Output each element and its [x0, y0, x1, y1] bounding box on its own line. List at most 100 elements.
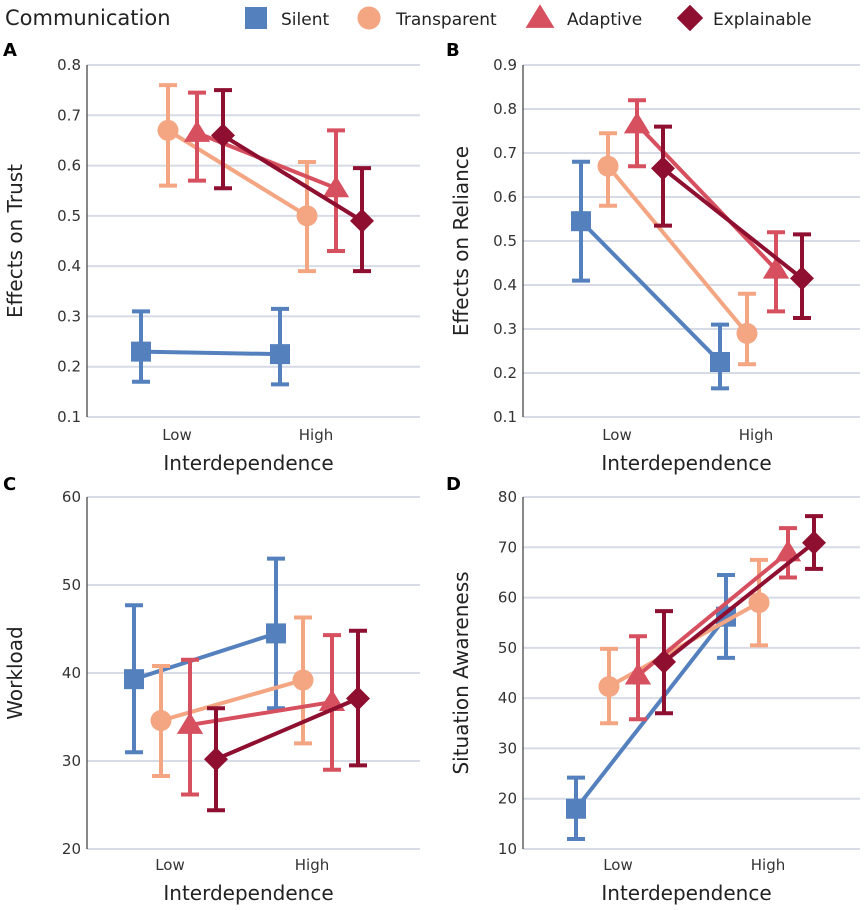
- legend-title: Communication: [5, 6, 171, 30]
- data-point-explainable-low: [651, 156, 675, 181]
- y-tick-label: 0.8: [57, 56, 81, 74]
- y-tick-label: 20: [62, 840, 81, 858]
- data-point-adaptive-low: [623, 111, 651, 134]
- x-tick-label-high: High: [751, 856, 785, 874]
- series-line-adaptive: [189, 700, 333, 727]
- series-line-transparent: [166, 128, 309, 218]
- y-tick-label: 70: [498, 538, 517, 556]
- series-line-silent: [133, 631, 277, 682]
- legend-item-transparent: Transparent: [357, 6, 497, 30]
- y-tick-label: 0.3: [493, 320, 517, 338]
- panel-letter: D: [446, 474, 461, 495]
- data-point-transparent-low: [598, 676, 620, 698]
- y-tick-label: 0.6: [57, 157, 81, 175]
- series-line-silent: [579, 219, 722, 364]
- series-transparent: [157, 83, 318, 274]
- data-point-adaptive-high: [762, 257, 790, 279]
- data-point-silent-low: [124, 669, 144, 690]
- y-tick-label: 40: [62, 664, 81, 682]
- series-line-silent: [574, 615, 728, 811]
- data-point-silent-low: [566, 798, 586, 819]
- series-explainable: [652, 514, 826, 716]
- y-tick-label: 20: [498, 790, 517, 808]
- series-adaptive: [623, 98, 790, 314]
- series-transparent: [150, 615, 314, 778]
- y-tick-label: 0.4: [493, 276, 517, 294]
- y-tick-label: 0.2: [57, 358, 81, 376]
- data-point-explainable-low: [204, 747, 228, 772]
- x-axis-title: Interdependence: [163, 881, 333, 905]
- y-axis-title: Effects on Trust: [3, 164, 27, 318]
- series-adaptive: [183, 90, 350, 254]
- series-line-explainable: [215, 696, 359, 762]
- panel-letter: A: [3, 40, 17, 61]
- y-tick-label: 0.1: [57, 408, 81, 426]
- y-tick-label: 30: [498, 739, 517, 757]
- series-silent: [124, 556, 286, 755]
- y-axis-title: Workload: [3, 626, 27, 719]
- x-axis-title: Interdependence: [163, 451, 333, 475]
- data-point-transparent-high: [292, 669, 314, 691]
- y-tick-label: 0.2: [493, 364, 517, 382]
- legend-item-silent: Silent: [245, 7, 329, 30]
- data-point-adaptive-low: [624, 663, 652, 685]
- y-tick-label: 10: [498, 840, 517, 858]
- legend-marker-silent: [245, 7, 267, 29]
- y-tick-label: 40: [498, 689, 517, 707]
- x-tick-label-low: Low: [602, 426, 632, 444]
- data-point-explainable-low: [211, 123, 235, 148]
- y-tick-label: 0.6: [493, 188, 517, 206]
- panel-a: 0.1 0.2 0.3 0.4 0.5 0.6 0.7 0.8 Low High Interdepe…: [3, 40, 420, 475]
- data-point-transparent-low: [150, 710, 172, 732]
- legend-label-silent: Silent: [281, 10, 329, 30]
- x-tick-label-low: Low: [603, 856, 633, 874]
- y-tick-label: 0.7: [57, 106, 81, 124]
- series-adaptive: [176, 633, 346, 797]
- legend-label-adaptive: Adaptive: [567, 10, 642, 30]
- series-explainable: [204, 628, 370, 813]
- series-line-explainable: [221, 133, 364, 223]
- y-axis-title: Situation Awareness: [449, 571, 473, 774]
- x-tick-label-low: Low: [162, 426, 192, 444]
- data-point-explainable-high: [802, 530, 826, 555]
- data-point-transparent-high: [296, 205, 318, 227]
- data-point-silent-high: [270, 344, 290, 365]
- legend: Communication Silent Transparent Adaptive E…: [5, 4, 812, 32]
- y-tick-label: 0.9: [493, 56, 517, 74]
- data-point-adaptive-low: [176, 712, 204, 734]
- series-line-adaptive: [635, 123, 778, 271]
- data-point-explainable-high: [350, 208, 374, 233]
- y-tick-label: 50: [498, 639, 517, 657]
- y-tick-label: 0.3: [57, 307, 81, 325]
- x-tick-label-high: High: [299, 426, 333, 444]
- panel-letter: C: [3, 474, 16, 495]
- x-axis-title: Interdependence: [601, 451, 771, 475]
- data-point-adaptive-low: [183, 120, 211, 142]
- data-point-transparent-high: [736, 322, 758, 344]
- data-point-silent-high: [710, 352, 730, 372]
- data-point-explainable-high: [790, 266, 814, 291]
- legend-item-explainable: Explainable: [676, 4, 812, 32]
- x-tick-label-high: High: [295, 856, 329, 874]
- legend-label-transparent: Transparent: [395, 10, 497, 30]
- legend-marker-transparent: [357, 6, 381, 30]
- legend-label-explainable: Explainable: [713, 10, 812, 30]
- y-tick-label: 60: [62, 488, 81, 506]
- y-tick-label: 80: [498, 488, 517, 506]
- y-tick-label: 60: [498, 589, 517, 607]
- y-tick-label: 0.8: [493, 100, 517, 118]
- series-transparent: [597, 131, 758, 367]
- y-tick-label: 0.1: [493, 408, 517, 426]
- y-tick-label: 30: [62, 752, 81, 770]
- y-tick-label: 0.5: [57, 207, 81, 225]
- legend-marker-adaptive: [525, 4, 555, 28]
- legend-item-adaptive: Adaptive: [525, 4, 642, 30]
- y-axis-title: Effects on Reliance: [449, 146, 473, 336]
- data-point-transparent-low: [157, 119, 179, 141]
- data-point-silent-high: [266, 623, 286, 644]
- series-explainable: [211, 88, 374, 274]
- series-line-transparent: [160, 678, 304, 723]
- data-point-adaptive-high: [322, 175, 350, 198]
- data-point-explainable-low: [652, 649, 676, 674]
